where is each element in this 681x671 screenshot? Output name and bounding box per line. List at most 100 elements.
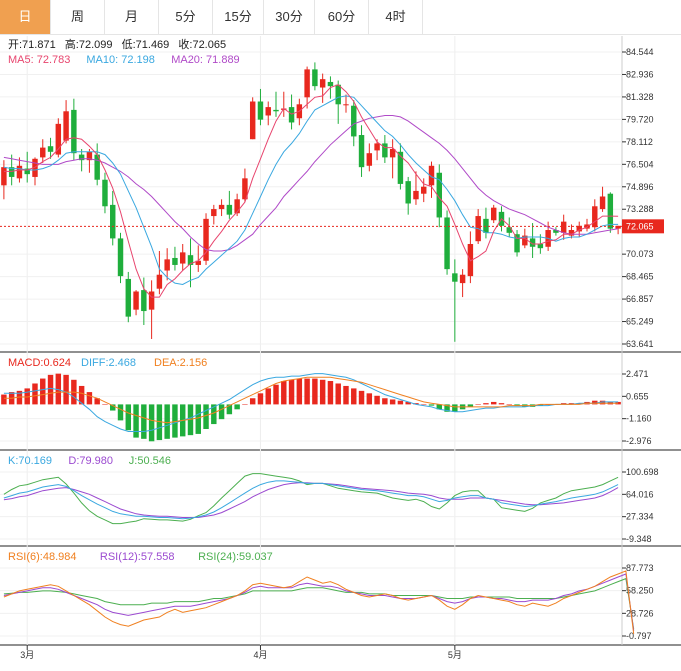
macd-bar (560, 403, 567, 405)
candle-body (607, 193, 614, 229)
candle-body (514, 234, 520, 253)
macd-bar (568, 403, 575, 405)
candle-body (94, 154, 100, 180)
candle-body (63, 111, 69, 141)
macd-bar (413, 403, 419, 405)
macd-bar (117, 404, 124, 421)
candle-body (249, 101, 256, 140)
macd-bar (16, 390, 23, 405)
candle-body (592, 206, 598, 228)
candle-body (584, 224, 590, 229)
candle-body (452, 273, 458, 282)
tab-30min[interactable]: 30分 (264, 0, 315, 34)
y-tick-label: 0.655 (626, 391, 649, 401)
macd-bar (615, 401, 621, 405)
candle-body (568, 230, 575, 236)
macd-bar (436, 404, 443, 410)
macd-bar (273, 384, 279, 405)
candle-body (55, 123, 62, 155)
macd-bar (498, 403, 505, 405)
candle-body (40, 147, 46, 158)
x-axis-label: 3月 (20, 650, 34, 660)
ohlc-1: 高:72.099 (65, 37, 113, 51)
y-tick-label: 87.773 (626, 563, 654, 573)
candle-body (242, 178, 248, 200)
tab-month[interactable]: 月 (105, 0, 159, 34)
candle-body (506, 227, 512, 233)
macd-bar (490, 401, 497, 405)
candle-body (304, 69, 310, 98)
dea-line (3, 376, 619, 424)
macd-bar (382, 398, 388, 405)
candle-body (234, 199, 240, 214)
tab-5min[interactable]: 5分 (159, 0, 213, 34)
macd-bar (125, 404, 132, 431)
candle-body (459, 274, 466, 284)
candle-body (148, 291, 155, 310)
macd-bar (576, 403, 582, 405)
candle-body (47, 146, 54, 152)
y-tick-label: 73.288 (626, 204, 654, 214)
candle-body (366, 153, 373, 166)
candle-body (428, 165, 435, 186)
y-tick-label: 70.073 (626, 249, 654, 259)
macd-bar (343, 385, 349, 405)
macd-bar (366, 393, 373, 405)
macd-bar (32, 383, 38, 405)
candle-body (218, 204, 225, 210)
macd-bar (304, 378, 310, 405)
macd-bar (156, 404, 163, 441)
candle-body (203, 218, 209, 261)
candle-body (319, 79, 326, 88)
macd-bar (389, 399, 396, 405)
macd-bar (351, 388, 357, 405)
macd-legend-macd: MACD:0.624 (8, 357, 71, 369)
tab-60min[interactable]: 60分 (315, 0, 369, 34)
y-tick-label: 66.857 (626, 294, 654, 304)
ohlc-2: 低:71.469 (122, 38, 170, 51)
candle-body (16, 165, 23, 179)
candle-body (522, 235, 528, 246)
candle-body (125, 278, 132, 317)
candle-body (343, 104, 349, 106)
macd-bar (335, 383, 341, 405)
y-tick-label: 2.471 (626, 369, 649, 379)
macd-bar (537, 404, 544, 406)
dif-line (3, 373, 619, 432)
macd-bar (405, 401, 411, 405)
candle-body (436, 172, 443, 218)
kdj-legend-k: K:70.169 (8, 455, 52, 467)
macd-bar (288, 379, 295, 405)
tab-15min[interactable]: 15分 (213, 0, 264, 34)
macd-bar (257, 393, 264, 405)
ma-legend-ma5: MA5: 72.783 (8, 54, 70, 66)
candle-body (156, 274, 163, 289)
candle-body (382, 143, 388, 158)
candle-body (389, 149, 396, 158)
candle-body (421, 186, 427, 194)
candle-body (335, 84, 341, 105)
tab-4hour[interactable]: 4时 (369, 0, 423, 34)
y-tick-label: 100.698 (626, 467, 659, 477)
tab-day[interactable]: 日 (0, 0, 51, 34)
macd-bar (226, 404, 233, 415)
candle-body (490, 207, 497, 221)
candle-body (615, 225, 621, 229)
j-line (3, 473, 619, 525)
y-tick-label: 63.641 (626, 339, 654, 349)
macd-bar (467, 404, 474, 407)
k-line (3, 480, 619, 520)
candle-body (187, 255, 194, 265)
macd-bar (187, 404, 194, 436)
candle-body (599, 196, 606, 210)
candle-body (1, 167, 7, 186)
macd-bar (211, 404, 217, 425)
macd-bar (599, 400, 606, 405)
tab-week[interactable]: 周 (51, 0, 105, 34)
macd-bar (94, 398, 100, 405)
macd-bar (1, 394, 7, 405)
macd-bar (78, 385, 85, 405)
candle-body (405, 181, 411, 204)
y-tick-label: -2.976 (626, 436, 652, 446)
